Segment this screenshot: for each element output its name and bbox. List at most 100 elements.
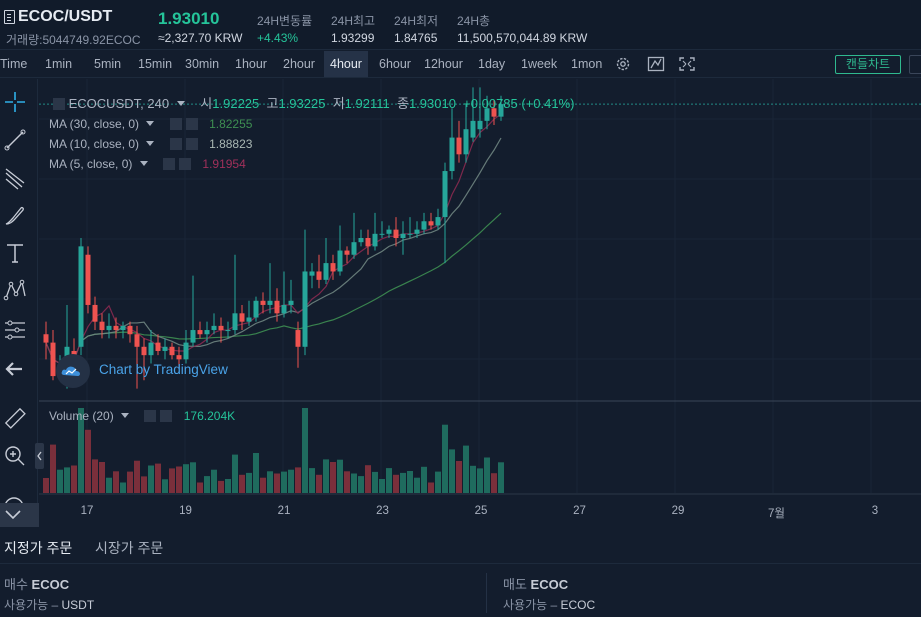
dropdown-icon[interactable] (139, 161, 148, 166)
volume-bar (337, 459, 343, 493)
volume-bar (491, 473, 497, 493)
close-icon[interactable] (179, 158, 192, 170)
volume-bar (64, 467, 70, 493)
interval-30min[interactable]: 30min (185, 57, 220, 71)
interval-1mon[interactable]: 1mon (571, 57, 603, 71)
candle-body (337, 250, 343, 272)
volume-bar (225, 479, 231, 493)
candle-body (239, 313, 245, 322)
candle-body (358, 238, 364, 243)
volume-bar (288, 469, 294, 493)
settings-icon[interactable] (169, 138, 182, 150)
collapse-legend-icon[interactable] (53, 98, 65, 110)
volume-bar (295, 467, 301, 493)
interval-5min[interactable]: 5min (94, 57, 122, 71)
settings-icon[interactable] (169, 118, 182, 130)
volume-bar (456, 461, 462, 493)
collapse-panel-handle[interactable] (35, 443, 44, 469)
volume-bar (246, 472, 252, 493)
interval-6hour[interactable]: 6hour (379, 57, 411, 71)
pair-title[interactable]: ECOC/USDT (4, 8, 112, 26)
x-tick-label: 3 (871, 505, 879, 517)
interval-2hour[interactable]: 2hour (283, 57, 315, 71)
price-krw: ≈2,327.70 KRW (158, 31, 243, 45)
interval-12hour[interactable]: 12hour (424, 57, 463, 71)
volume-bar (428, 482, 434, 493)
volume-bar (484, 457, 490, 493)
fib-icon[interactable] (2, 317, 28, 343)
candle-body (197, 330, 203, 335)
volume-bar (190, 462, 196, 493)
pattern-icon[interactable] (2, 278, 28, 304)
volume-bar (78, 408, 84, 493)
indicator-icon[interactable] (647, 56, 665, 72)
candle-body (302, 271, 308, 347)
price-chart[interactable]: ECOCUSDT, 240 시1.92225 고1.93225 저1.92111… (39, 79, 921, 529)
settings-gear-icon[interactable] (614, 56, 632, 72)
back-arrow-icon[interactable] (2, 356, 28, 382)
tradingview-watermark[interactable]: Chart by TradingView (99, 362, 228, 377)
volume-bar (414, 477, 420, 493)
time-label[interactable]: Time (0, 57, 28, 71)
tab-market-order[interactable]: 시장가 주문 (95, 540, 164, 556)
candle-body (267, 300, 273, 305)
volume-bar (449, 449, 455, 493)
collapse-toolbar-button[interactable] (0, 503, 39, 527)
dropdown-icon[interactable] (146, 141, 155, 146)
chart-canvas[interactable] (39, 79, 921, 529)
candle-chart-button[interactable]: 캔들차트 (835, 55, 901, 74)
close-icon[interactable] (160, 410, 173, 422)
volume-bar (120, 482, 126, 493)
close-icon[interactable] (185, 138, 198, 150)
x-tick-label: 27 (573, 505, 586, 517)
crosshair-icon[interactable] (2, 89, 28, 115)
volume-bar (267, 471, 273, 493)
candle-body (316, 271, 322, 280)
volume-bar (211, 469, 217, 493)
volume-bar (393, 474, 399, 493)
ma5-legend: MA (5, close, 0) 1.91954 (49, 157, 246, 171)
settings-icon[interactable] (163, 158, 176, 170)
divider (486, 573, 487, 613)
tradingview-logo[interactable] (56, 354, 90, 388)
close-icon[interactable] (185, 118, 198, 130)
tab-limit-order[interactable]: 지정가 주문 (4, 540, 73, 556)
settings-icon[interactable] (144, 410, 157, 422)
candle-body (218, 325, 224, 331)
candle-body (281, 304, 287, 314)
volume-bar (372, 471, 378, 493)
dropdown-icon[interactable] (121, 413, 130, 418)
volume-bar (204, 476, 210, 493)
interval-1week[interactable]: 1week (521, 57, 558, 71)
document-icon (4, 10, 15, 24)
volume-bar (57, 469, 63, 493)
candle-body (85, 254, 91, 305)
text-tool-icon[interactable] (2, 240, 28, 266)
volume-bar (316, 474, 322, 493)
chart-toolbar: Time 1min 5min 15min 30min 1hour 2hour 4… (0, 51, 921, 78)
interval-15min[interactable]: 15min (138, 57, 173, 71)
chevron-down-icon (5, 510, 21, 520)
dropdown-icon[interactable] (146, 121, 155, 126)
trend-line-icon[interactable] (2, 127, 28, 153)
interval-4hour[interactable]: 4hour (324, 51, 368, 77)
volume-bar (99, 462, 105, 493)
volume-bar (197, 482, 203, 493)
candle-body (155, 342, 161, 351)
interval-1min[interactable]: 1min (45, 57, 73, 71)
candle-body (463, 129, 469, 155)
ruler-icon[interactable] (2, 405, 28, 431)
candle-body (127, 325, 133, 335)
pitchfork-icon[interactable] (2, 165, 28, 191)
interval-1hour[interactable]: 1hour (235, 57, 267, 71)
symbol-dropdown-icon[interactable] (176, 101, 185, 106)
interval-1day[interactable]: 1day (478, 57, 506, 71)
fullscreen-icon[interactable] (678, 56, 696, 72)
chart-type-button[interactable] (909, 55, 921, 74)
buy-title: 매수 ECOC (4, 577, 70, 592)
candle-body (120, 325, 126, 331)
brush-icon[interactable] (2, 202, 28, 228)
zoom-in-icon[interactable] (2, 443, 28, 469)
volume-bar (302, 408, 308, 493)
candle-body (400, 233, 406, 238)
